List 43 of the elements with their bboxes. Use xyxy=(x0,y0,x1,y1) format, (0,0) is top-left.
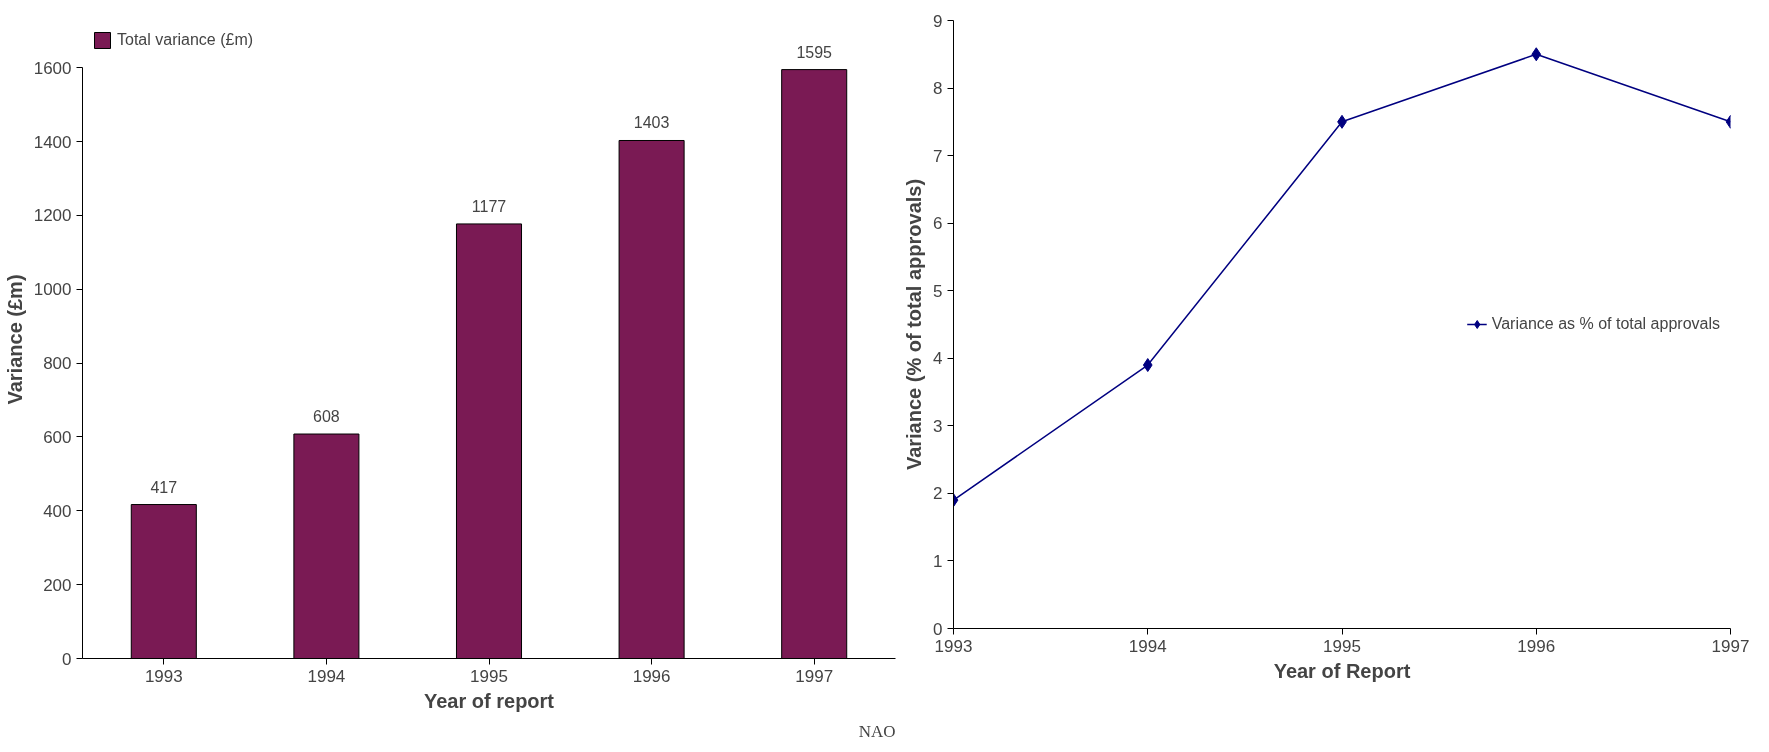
y-tick-label: 200 xyxy=(43,575,72,595)
y-axis-title: Variance (£m) xyxy=(3,274,26,405)
x-tick-label: 1994 xyxy=(307,666,346,686)
x-axis-title: Year of Report xyxy=(1273,659,1411,682)
data-label: 1403 xyxy=(633,114,670,132)
legend-label: Total variance (£m) xyxy=(117,31,255,49)
y-tick-label: 400 xyxy=(43,501,72,521)
x-tick-label: 1996 xyxy=(632,666,671,686)
x-tick-label: 1993 xyxy=(144,666,183,686)
y-tick-label: 9 xyxy=(933,11,943,31)
x-tick-label: 1996 xyxy=(1517,636,1556,656)
point xyxy=(1531,47,1542,62)
legend-label: Variance as % of total approvals xyxy=(1491,315,1720,333)
y-tick-label: 1 xyxy=(933,551,943,571)
x-tick-label: 1993 xyxy=(934,636,973,656)
text: NAO xyxy=(858,721,896,741)
x-tick-label: 1995 xyxy=(1323,636,1361,656)
x-tick-label: 1994 xyxy=(1128,636,1167,656)
y-tick-label: 3 xyxy=(933,416,943,436)
data-label: 417 xyxy=(150,478,178,496)
y-tick-label: 0 xyxy=(933,619,943,639)
y-tick-label: 1600 xyxy=(33,58,72,78)
y-tick-label: 0 xyxy=(62,649,72,669)
y-tick-label: 800 xyxy=(43,354,72,374)
y-tick-label: 5 xyxy=(933,281,943,301)
y-tick-label: 1200 xyxy=(33,206,72,226)
x-tick-label: 1997 xyxy=(1711,636,1750,656)
data-label: 1177 xyxy=(471,197,507,215)
y-tick-label: 1000 xyxy=(33,280,72,300)
y-tick-label: 6 xyxy=(933,214,943,234)
y-tick-label: 7 xyxy=(933,146,943,166)
y-tick-label: 8 xyxy=(933,79,943,99)
x-tick-label: 1995 xyxy=(470,666,508,686)
data-label: 1595 xyxy=(796,43,833,61)
data-label: 608 xyxy=(313,408,340,426)
point xyxy=(1142,358,1153,373)
y-axis-title: Variance (% of total approvals) xyxy=(903,178,926,471)
y-tick-label: 1400 xyxy=(33,132,72,152)
y-tick-label: 600 xyxy=(43,427,72,447)
x-axis-title: Year of report xyxy=(423,689,555,712)
y-tick-label: 2 xyxy=(933,484,943,504)
y-tick-label: 4 xyxy=(933,349,943,369)
x-tick-label: 1997 xyxy=(795,666,834,686)
